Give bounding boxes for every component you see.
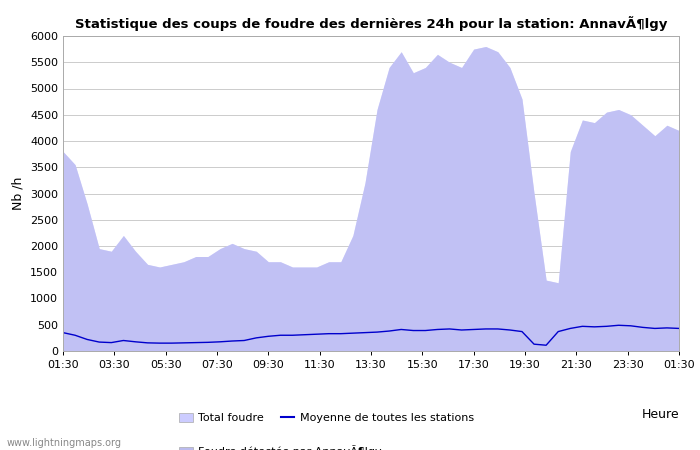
Text: Heure: Heure (641, 408, 679, 421)
Legend: Foudre détectée par AnnavÃ¶lgy: Foudre détectée par AnnavÃ¶lgy (179, 445, 382, 450)
Text: www.lightningmaps.org: www.lightningmaps.org (7, 438, 122, 448)
Y-axis label: Nb /h: Nb /h (11, 177, 25, 210)
Title: Statistique des coups de foudre des dernières 24h pour la station: AnnavÃ¶lgy: Statistique des coups de foudre des dern… (75, 16, 667, 31)
